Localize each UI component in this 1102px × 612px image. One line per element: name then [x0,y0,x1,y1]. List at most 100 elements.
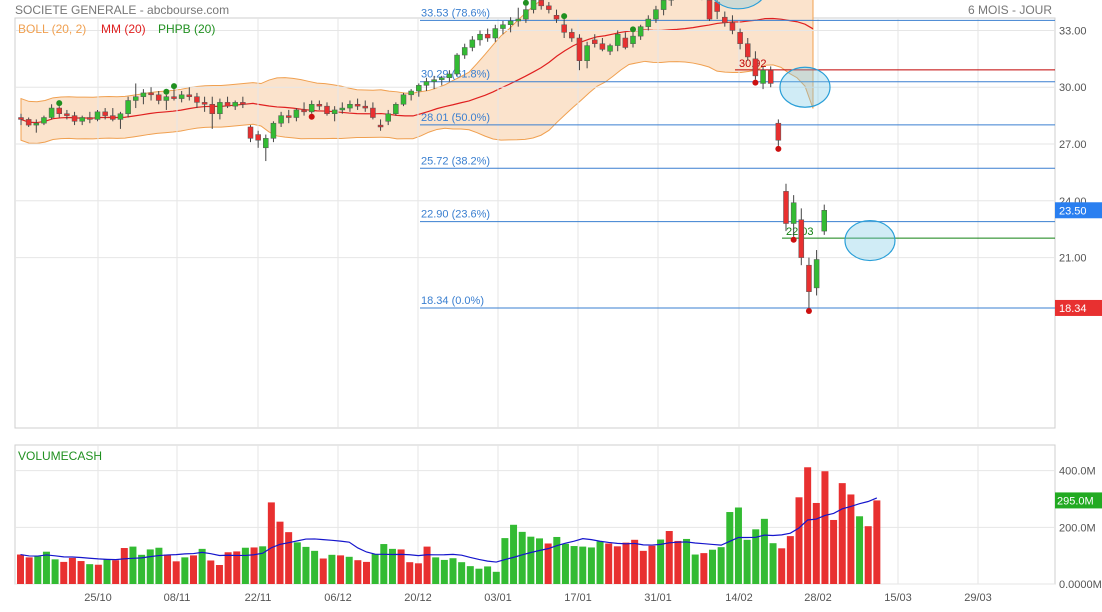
candle-body [133,97,138,101]
volume-bar [277,522,284,584]
new-low-marker [775,146,781,152]
x-tick-label: 20/12 [404,592,432,604]
candle-body [478,34,483,40]
candle-body [539,0,544,6]
volume-bar [744,540,751,584]
volume-bar [164,555,171,584]
candle-body [776,123,781,140]
candle-body [393,104,398,113]
volume-bar [640,551,647,584]
volume-bar [467,566,474,584]
volume-bar [804,467,811,584]
candle-body [799,220,804,258]
volume-bar [475,569,482,584]
candle-body [347,104,352,108]
volume-bar [233,551,240,584]
volume-bar [86,564,93,584]
volume-bar [225,552,232,584]
volume-bar [571,546,578,584]
volume-bar [674,541,681,584]
candle-body [325,106,330,114]
new-low-marker [309,114,315,120]
x-tick-label: 06/12 [324,592,352,604]
x-tick-label: 08/11 [164,592,191,604]
candle-body [210,104,215,113]
volume-bar [78,561,85,584]
volume-bar [519,532,526,584]
y-tick-label: 33.00 [1059,25,1087,37]
volume-bar [337,555,344,584]
candle-body [608,46,613,52]
volume-bar [346,557,353,584]
volume-bar [121,548,128,584]
volume-bar [155,548,162,584]
volume-bar [181,557,188,584]
volume-tick-label: 200.0M [1059,522,1096,534]
volume-bar [441,560,448,584]
candle-body [279,116,284,124]
volume-bar [294,542,301,584]
volume-bar [415,563,422,584]
volume-bar [623,543,630,584]
new-high-marker [56,100,62,106]
volume-bar [726,512,733,584]
volume-bar [839,483,846,584]
candle-body [386,114,391,122]
volume-bar [692,555,699,584]
volume-bar [138,555,145,584]
candle-body [730,23,735,31]
candle-body [661,0,666,9]
candle-body [57,108,62,114]
highlight-ellipse [845,221,895,261]
price-badge-label: 18.34 [1059,303,1087,315]
volume-bar [873,500,880,584]
candle-body [554,15,559,19]
candle-body [470,40,475,48]
price-badge-label: 23.50 [1059,205,1087,217]
volume-bar [821,471,828,584]
x-tick-label: 29/03 [964,592,992,604]
candle-body [500,25,505,29]
candle-body [761,70,766,83]
fibonacci-label: 18.34 (0.0%) [421,295,484,307]
candle-body [187,95,192,97]
candle-body [141,93,146,97]
candle-body [569,32,574,38]
volume-bar [95,565,102,584]
volume-bar [631,540,638,584]
volume-bar [216,565,223,584]
volume-bar [501,538,508,584]
candle-body [286,116,291,118]
candle-body [722,17,727,23]
legend-phpb: PHPB (20) [158,22,215,36]
volume-bar [648,546,655,584]
x-tick-label: 22/11 [245,592,272,604]
volume-bar [510,525,517,584]
candle-body [646,19,651,27]
volume-bar [614,546,621,584]
candle-body [332,110,337,114]
candle-body [202,102,207,104]
period-label: 6 MOIS - JOUR [968,3,1052,17]
new-high-marker [171,83,177,89]
candle-body [638,27,643,36]
legend-bollinger: BOLL (20, 2) [18,22,86,36]
candle-body [340,108,345,110]
x-tick-label: 28/02 [804,592,832,604]
candle-body [745,44,750,57]
volume-bar [129,547,136,584]
volume-bar [484,566,491,584]
candle-body [822,210,827,231]
fibonacci-label: 33.53 (78.6%) [421,7,490,19]
candle-body [615,34,620,45]
candle-body [263,138,268,147]
candle-body [631,36,636,44]
volume-bar [104,559,111,584]
candle-body [814,259,819,287]
volume-panel-title: VOLUMECASH [18,449,102,463]
candle-body [110,116,115,120]
candle-body [118,114,123,120]
candle-body [309,104,314,112]
